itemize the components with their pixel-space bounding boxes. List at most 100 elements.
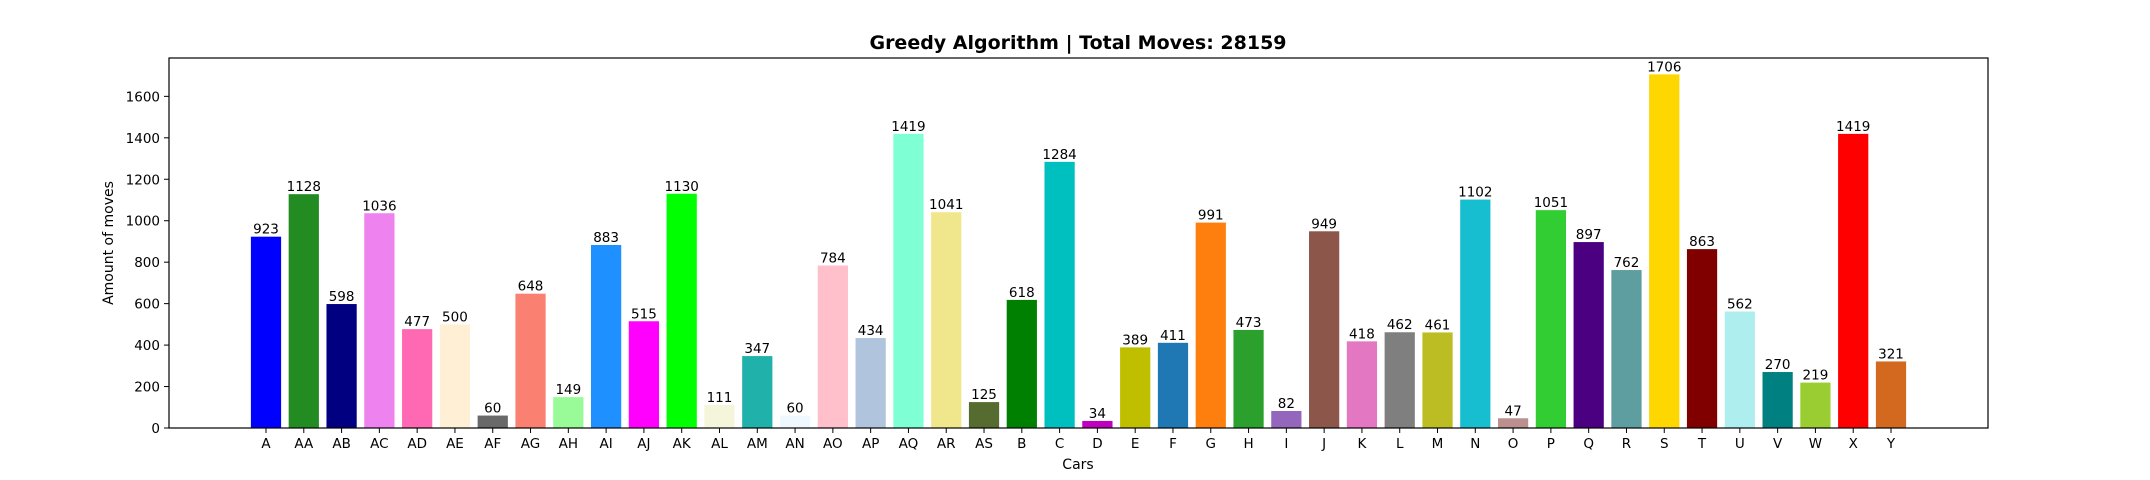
x-tick-label-I: I [1284, 436, 1288, 452]
value-label-V: 270 [1765, 357, 1791, 373]
x-tick-label-L: L [1396, 436, 1404, 452]
x-tick-label-J: J [1321, 436, 1326, 452]
x-tick-label-AC: AC [370, 436, 388, 452]
chart-title: Greedy Algorithm | Total Moves: 28159 [869, 32, 1286, 54]
bar-AO [817, 265, 848, 428]
y-tick-label-1600: 1600 [126, 89, 160, 105]
value-label-X: 1419 [1836, 119, 1870, 135]
y-axis-title: Amount of moves [101, 181, 117, 305]
value-label-Y: 321 [1878, 346, 1904, 362]
x-tick-label-AJ: AJ [637, 436, 650, 452]
value-label-AG: 648 [518, 279, 544, 295]
bar-N [1460, 199, 1491, 428]
value-label-AB: 598 [329, 289, 355, 305]
value-label-J: 949 [1311, 216, 1337, 232]
x-axis-ticks: A AA AB AC AD AE AF AG AH AI AJ AK AL AM AN AO AP AQ AR AS B… [261, 428, 1896, 452]
bar-AQ [893, 133, 924, 428]
bars-layer [250, 74, 1907, 428]
value-label-B: 618 [1009, 285, 1035, 301]
bar-AN [779, 415, 811, 428]
x-tick-label-X: X [1849, 436, 1858, 452]
bar-AB [326, 304, 357, 428]
bar-AC [364, 213, 395, 428]
x-tick-label-AF: AF [484, 436, 501, 452]
bar-E [1120, 347, 1151, 428]
bar-H [1233, 329, 1264, 428]
value-labels-layer: 923 1128 598 1036 477 500 60 648 149 883 515 1130 11… [253, 59, 1904, 422]
bar-Q [1573, 242, 1604, 428]
bar-AS [968, 402, 1000, 428]
value-label-AL: 111 [707, 390, 733, 406]
bar-AG [515, 293, 546, 428]
value-label-N: 1102 [1458, 185, 1492, 201]
value-label-AR: 1041 [929, 197, 963, 213]
value-label-AQ: 1419 [891, 119, 925, 135]
bar-C [1044, 161, 1075, 428]
value-label-F: 411 [1160, 328, 1186, 344]
y-axis-ticks: 0 200 400 600 800 1000 1200 1400 1600 [126, 89, 169, 437]
bar-AE [439, 324, 471, 428]
value-label-AN: 60 [786, 401, 803, 417]
bar-AJ [628, 321, 660, 428]
value-label-AH: 149 [555, 382, 581, 398]
bar-G [1195, 222, 1226, 428]
value-label-D: 34 [1089, 406, 1106, 422]
x-tick-label-K: K [1358, 436, 1368, 452]
x-tick-label-U: U [1735, 436, 1745, 452]
x-tick-label-AH: AH [559, 436, 578, 452]
value-label-E: 389 [1122, 332, 1148, 348]
x-tick-label-C: C [1055, 436, 1064, 452]
value-label-AC: 1036 [362, 198, 396, 214]
x-tick-label-AA: AA [294, 436, 314, 452]
value-label-AO: 784 [820, 250, 846, 266]
value-label-R: 762 [1614, 255, 1640, 271]
x-tick-label-AI: AI [600, 436, 613, 452]
y-tick-label-600: 600 [134, 297, 160, 313]
value-label-AS: 125 [971, 387, 997, 403]
bar-A [250, 236, 282, 428]
x-tick-label-B: B [1017, 436, 1026, 452]
x-tick-label-AM: AM [747, 436, 768, 452]
y-tick-label-1400: 1400 [126, 131, 160, 147]
x-tick-label-V: V [1773, 436, 1783, 452]
bar-O [1497, 418, 1529, 428]
value-label-G: 991 [1198, 208, 1224, 224]
x-tick-label-A: A [261, 436, 271, 452]
value-label-AM: 347 [744, 341, 770, 357]
bar-B [1006, 299, 1037, 428]
value-label-I: 82 [1278, 396, 1295, 412]
bar-W [1800, 382, 1831, 428]
bar-S [1649, 74, 1680, 428]
bar-AI [591, 244, 622, 428]
bar-T [1686, 249, 1718, 428]
bar-Y [1875, 361, 1907, 428]
bar-D [1082, 420, 1113, 428]
bar-U [1724, 311, 1755, 428]
x-tick-label-R: R [1622, 436, 1631, 452]
x-tick-label-S: S [1660, 436, 1669, 452]
x-tick-label-AK: AK [673, 436, 692, 452]
x-tick-label-O: O [1508, 436, 1519, 452]
plot-area-frame [168, 57, 1989, 429]
value-label-O: 47 [1504, 403, 1521, 419]
value-label-M: 461 [1425, 317, 1451, 333]
value-label-T: 863 [1689, 234, 1715, 250]
bar-V [1762, 372, 1793, 428]
y-tick-label-1000: 1000 [126, 214, 160, 230]
value-label-AK: 1130 [665, 179, 699, 195]
x-tick-label-E: E [1131, 436, 1140, 452]
bar-AF [477, 415, 508, 428]
bar-X [1838, 133, 1869, 428]
x-tick-label-AS: AS [975, 436, 993, 452]
bar-J [1309, 231, 1340, 428]
bar-AK [666, 193, 697, 428]
bar-I [1271, 411, 1302, 428]
value-label-AP: 434 [858, 323, 884, 339]
bar-AD [402, 329, 433, 428]
x-tick-label-AP: AP [862, 436, 879, 452]
x-tick-label-T: T [1697, 436, 1707, 452]
y-tick-label-0: 0 [151, 421, 160, 437]
value-label-H: 473 [1236, 315, 1262, 331]
value-label-L: 462 [1387, 317, 1413, 333]
